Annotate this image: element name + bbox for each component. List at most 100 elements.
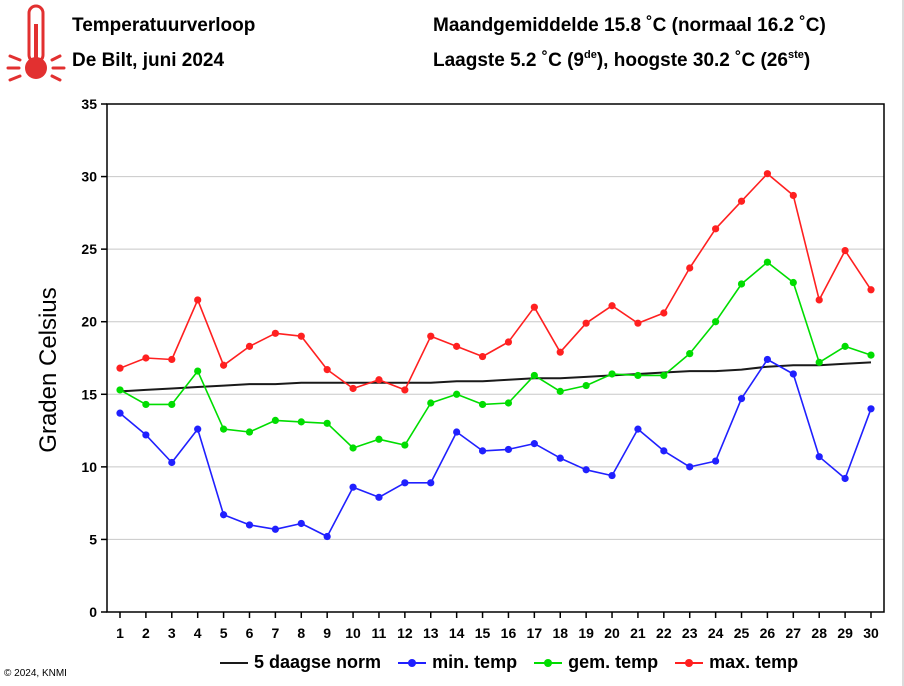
- legend-line-norm: [220, 661, 248, 664]
- data-point-min: [634, 425, 642, 433]
- data-point-avg: [582, 381, 590, 390]
- data-point-max: [271, 329, 279, 337]
- data-point-min: [453, 428, 461, 436]
- x-tick-label: 7: [271, 625, 279, 641]
- data-point-min: [582, 466, 590, 474]
- data-point-max: [219, 361, 228, 369]
- data-point-min: [686, 463, 694, 471]
- data-point-max: [401, 386, 409, 394]
- x-tick-label: 8: [297, 625, 305, 641]
- data-point-min: [194, 425, 202, 433]
- data-point-min: [504, 445, 513, 454]
- data-point-max: [608, 302, 616, 310]
- x-tick-label: 26: [760, 625, 776, 641]
- data-point-avg: [815, 358, 823, 366]
- window-edge: [902, 0, 904, 686]
- x-tick-label: 14: [449, 625, 465, 641]
- data-point-max: [660, 309, 668, 317]
- x-tick-label: 3: [168, 625, 176, 641]
- x-tick-label: 17: [527, 625, 543, 641]
- data-point-min: [219, 511, 228, 519]
- x-tick-label: 12: [397, 625, 413, 641]
- x-tick-label: 1: [116, 625, 124, 641]
- data-point-min: [789, 370, 797, 378]
- data-point-max: [453, 342, 461, 350]
- data-point-min: [168, 458, 176, 467]
- x-tick-label: 11: [372, 625, 387, 641]
- series-line-norm: [119, 361, 872, 393]
- data-point-min: [375, 493, 383, 501]
- data-point-avg: [453, 390, 461, 398]
- data-point-avg: [116, 386, 124, 394]
- chart-header-left: Temperatuurverloop De Bilt, juni 2024: [72, 14, 255, 84]
- data-point-avg: [712, 318, 720, 326]
- x-tick-label: 25: [734, 625, 750, 641]
- y-tick-label: 35: [81, 96, 97, 112]
- data-point-min: [815, 453, 823, 461]
- legend-item-max: max. temp: [673, 652, 798, 673]
- x-tick-label: 27: [786, 625, 802, 641]
- data-point-max: [478, 352, 487, 361]
- data-point-max: [323, 366, 331, 374]
- chart-subtitle: De Bilt, juni 2024: [72, 50, 225, 71]
- data-point-avg: [634, 371, 642, 380]
- data-point-avg: [219, 425, 228, 433]
- x-tick-label: 4: [194, 625, 202, 641]
- legend-item-avg: gem. temp: [532, 652, 658, 673]
- data-point-max: [789, 191, 797, 200]
- chart-header-right: Maandgemiddelde 15.8 ˚C (normaal 16.2 ˚C…: [433, 14, 826, 84]
- legend-label-norm: 5 daagse norm: [254, 652, 382, 672]
- data-point-avg: [375, 435, 383, 443]
- data-point-min: [349, 483, 357, 491]
- x-tick-label: 23: [682, 625, 698, 641]
- data-point-avg: [401, 441, 409, 449]
- data-point-avg: [478, 400, 487, 409]
- y-tick-label: 10: [81, 459, 97, 475]
- data-point-max: [530, 303, 538, 311]
- data-point-max: [867, 286, 875, 294]
- data-point-avg: [427, 399, 435, 407]
- x-tick-label: 22: [656, 625, 672, 641]
- data-point-avg: [608, 370, 616, 378]
- x-tick-label: 19: [578, 625, 594, 641]
- series-line-min: [119, 358, 872, 538]
- data-point-min: [841, 474, 849, 483]
- data-point-avg: [686, 350, 694, 358]
- data-point-min: [867, 405, 875, 413]
- x-tick-label: 28: [811, 625, 827, 641]
- data-point-avg: [297, 418, 305, 426]
- data-point-max: [194, 296, 202, 304]
- x-tick-label: 21: [630, 625, 646, 641]
- data-point-avg: [660, 371, 668, 380]
- thermometer-icon: [6, 4, 66, 82]
- data-point-min: [401, 479, 409, 487]
- x-tick-label: 15: [475, 625, 491, 641]
- y-tick-label: 30: [81, 169, 97, 185]
- data-point-avg: [841, 342, 849, 350]
- data-point-min: [660, 447, 668, 455]
- data-point-max: [375, 376, 383, 384]
- chart-legend: 5 daagse norm min. temp gem. temp max. t…: [218, 652, 808, 676]
- data-point-max: [686, 264, 694, 272]
- x-tick-label: 24: [708, 625, 724, 641]
- data-point-avg: [245, 428, 254, 436]
- legend-label-max: max. temp: [709, 652, 799, 672]
- series-line-max: [119, 172, 872, 391]
- plot-frame: [106, 103, 885, 613]
- data-point-max: [815, 296, 823, 304]
- data-point-max: [582, 319, 590, 327]
- data-point-min: [763, 355, 772, 364]
- data-point-max: [116, 364, 124, 372]
- legend-item-norm: 5 daagse norm: [218, 652, 381, 673]
- monthly-average-text: Maandgemiddelde 15.8 ˚C (normaal 16.2 ˚C…: [433, 15, 826, 36]
- x-tick-label: 16: [501, 625, 517, 641]
- data-point-min: [530, 440, 538, 448]
- legend-label-avg: gem. temp: [568, 652, 659, 672]
- data-point-avg: [789, 278, 797, 287]
- extremes-text: Laagste 5.2 ˚C (9de), hoogste 30.2 ˚C (2…: [433, 49, 811, 72]
- data-point-min: [142, 431, 150, 439]
- copyright-text: © 2024, KNMI: [4, 668, 67, 679]
- series-line-avg: [119, 261, 872, 449]
- data-point-max: [427, 332, 435, 340]
